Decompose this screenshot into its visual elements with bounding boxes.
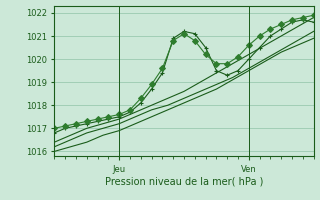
X-axis label: Pression niveau de la mer( hPa ): Pression niveau de la mer( hPa )	[105, 177, 263, 187]
